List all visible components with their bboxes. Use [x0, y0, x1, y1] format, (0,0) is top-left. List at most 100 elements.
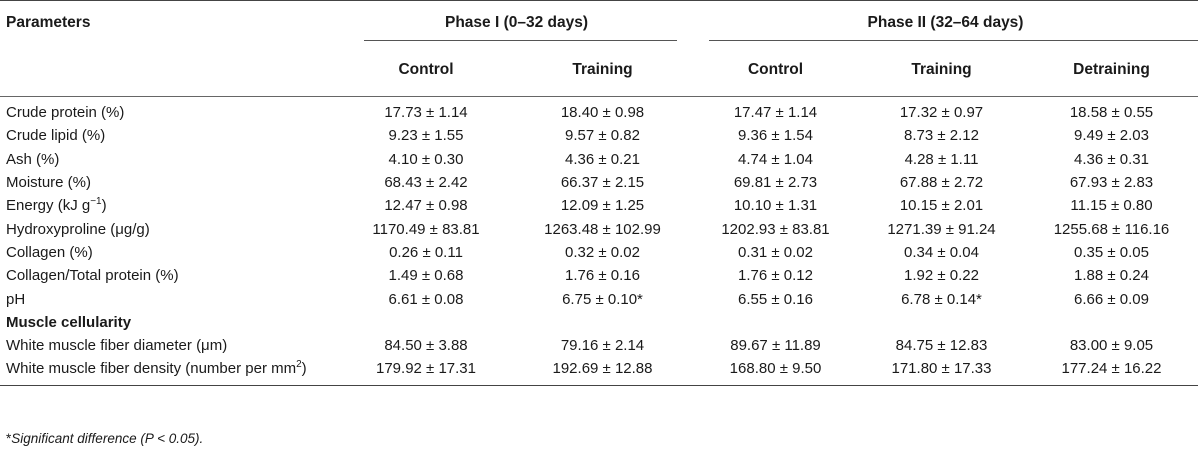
table-cell: 6.75 ± 0.10*	[562, 290, 643, 308]
table-cell: 9.23 ± 1.55	[388, 127, 464, 145]
table-cell: 6.55 ± 0.16	[738, 290, 813, 308]
table-cell: 89.67 ± 11.89	[730, 337, 821, 355]
row-label: White muscle fiber density (number per m…	[0, 357, 340, 386]
footnote-mark: *	[6, 431, 12, 446]
table-cell: 17.47 ± 1.14	[733, 104, 818, 122]
row-label: pH	[6, 290, 26, 308]
table-cell: 9.36 ± 1.54	[738, 127, 813, 145]
table-cell: 68.43 ± 2.42	[384, 174, 468, 192]
header-row-phases: Parameters Phase I (0–32 days) Phase II …	[0, 3, 1198, 43]
table-cell: 0.26 ± 0.11	[389, 243, 463, 261]
row-label: Hydroxyproline (μg/g)	[6, 220, 150, 238]
table-row: White muscle fiber diameter (μm) 84.50 ±…	[0, 334, 1198, 357]
table-cell: 1.92 ± 0.22	[904, 267, 979, 285]
table-row: Ash (%) 4.10 ± 0.30 4.36 ± 0.21 4.74 ± 1…	[0, 148, 1198, 171]
section-row: Muscle cellularity	[0, 311, 1198, 334]
phase2-header-text: Phase II (32–64 days)	[867, 14, 1024, 31]
table-cell: 6.61 ± 0.08	[388, 290, 464, 308]
table-cell: 0.34 ± 0.04	[904, 243, 979, 261]
table-row: Crude protein (%) 17.73 ± 1.14 18.40 ± 0…	[0, 97, 1198, 125]
col-header-p2-training: Training	[911, 60, 972, 78]
table-cell: 84.75 ± 12.83	[895, 337, 988, 355]
table-cell: 1.76 ± 0.12	[738, 267, 813, 285]
row-label: Crude protein (%)	[6, 104, 125, 122]
table-cell: 18.58 ± 0.55	[1069, 104, 1154, 122]
table-cell: 179.92 ± 17.31	[340, 357, 512, 386]
table-cell: 9.49 ± 2.03	[1074, 127, 1149, 145]
table-cell: 10.10 ± 1.31	[733, 197, 818, 215]
row-label-main: Energy (kJ g	[6, 197, 91, 215]
row-label: Collagen/Total protein (%)	[6, 267, 179, 285]
table-cell: 1255.68 ± 116.16	[1053, 220, 1170, 238]
table-body: Crude protein (%) 17.73 ± 1.14 18.40 ± 0…	[0, 97, 1198, 386]
table-cell: 9.57 ± 0.82	[565, 127, 640, 145]
table-cell: 17.32 ± 0.97	[899, 104, 984, 122]
table-cell: 4.28 ± 1.11	[904, 150, 979, 168]
table-row: Hydroxyproline (μg/g) 1170.49 ± 83.81 12…	[0, 217, 1198, 240]
table-row: pH 6.61 ± 0.08 6.75 ± 0.10* 6.55 ± 0.16 …	[0, 287, 1198, 310]
table-cell: 84.50 ± 3.88	[384, 337, 468, 355]
row-label: Moisture (%)	[6, 174, 92, 192]
results-table: Parameters Phase I (0–32 days) Phase II …	[0, 0, 1198, 386]
table-cell: 0.31 ± 0.02	[738, 243, 813, 261]
col-header-p1-training: Training	[572, 60, 633, 78]
table-cell: 192.69 ± 12.88	[512, 357, 693, 386]
table-cell: 0.32 ± 0.02	[565, 243, 640, 261]
col-header-p2-detraining: Detraining	[1073, 60, 1150, 78]
empty-header-cell	[0, 43, 340, 97]
phase1-header: Phase I (0–32 days)	[340, 3, 693, 43]
table-cell: 168.80 ± 9.50	[693, 357, 858, 386]
table-cell: 67.88 ± 2.72	[899, 174, 984, 192]
table-cell: 8.73 ± 2.12	[904, 127, 979, 145]
table-cell: 4.36 ± 0.21	[565, 150, 640, 168]
table-cell: 79.16 ± 2.14	[560, 337, 645, 355]
row-label-end: )	[101, 197, 107, 215]
table-footnote: *Significant difference (P < 0.05).	[6, 431, 203, 446]
phase1-header-text: Phase I (0–32 days)	[444, 14, 589, 31]
table-cell: 6.78 ± 0.14*	[901, 290, 982, 308]
table-cell: 83.00 ± 9.05	[1069, 337, 1154, 355]
table-cell: 4.74 ± 1.04	[738, 150, 813, 168]
table-row: White muscle fiber density (number per m…	[0, 357, 1198, 386]
parameters-header: Parameters	[6, 14, 91, 31]
table-cell: 12.47 ± 0.98	[384, 197, 468, 215]
table-cell: 11.15 ± 0.80	[1070, 197, 1153, 215]
phase2-span-rule	[709, 40, 1198, 41]
table-cell: 6.66 ± 0.09	[1074, 290, 1149, 308]
footnote-text: Significant difference (P < 0.05).	[11, 431, 204, 446]
table-cell: 17.73 ± 1.14	[384, 104, 468, 122]
table-cell: 1271.39 ± 91.24	[887, 220, 996, 238]
row-label-main: White muscle fiber density (number per m…	[6, 360, 297, 378]
table-cell: 1.49 ± 0.68	[388, 267, 464, 285]
table-cell: 171.80 ± 17.33	[858, 357, 1025, 386]
table-cell: 4.36 ± 0.31	[1074, 150, 1149, 168]
table-cell: 18.40 ± 0.98	[560, 104, 645, 122]
table-row: Collagen (%) 0.26 ± 0.11 0.32 ± 0.02 0.3…	[0, 241, 1198, 264]
section-heading: Muscle cellularity	[6, 313, 132, 331]
row-label-superscript: 2	[296, 359, 302, 371]
table-cell: 69.81 ± 2.73	[733, 174, 818, 192]
top-rule	[0, 0, 1198, 3]
row-label: Collagen (%)	[6, 243, 93, 261]
header-row-groups: Control Training Control Training Detrai…	[0, 43, 1198, 97]
table-cell: 177.24 ± 16.22	[1025, 357, 1198, 386]
phase2-header: Phase II (32–64 days)	[693, 3, 1198, 43]
table-cell: 12.09 ± 1.25	[560, 197, 645, 215]
table-cell: 1202.93 ± 83.81	[721, 220, 830, 238]
phase1-span-rule	[364, 40, 677, 41]
table-cell: 0.35 ± 0.05	[1074, 243, 1149, 261]
table-cell: 66.37 ± 2.15	[560, 174, 645, 192]
table-row: Collagen/Total protein (%) 1.49 ± 0.68 1…	[0, 264, 1198, 287]
table-cell: 1263.48 ± 102.99	[544, 220, 661, 238]
row-label-superscript: −1	[90, 196, 102, 208]
col-header-p2-control: Control	[747, 60, 804, 78]
table-row: Crude lipid (%) 9.23 ± 1.55 9.57 ± 0.82 …	[0, 124, 1198, 147]
row-label: White muscle fiber diameter (μm)	[6, 337, 228, 355]
col-header-p1-control: Control	[398, 60, 454, 78]
table-cell: 67.93 ± 2.83	[1069, 174, 1154, 192]
table-cell: 1.88 ± 0.24	[1074, 267, 1149, 285]
row-label: Ash (%)	[6, 150, 60, 168]
table-cell: 4.10 ± 0.30	[388, 150, 464, 168]
table-row: Moisture (%) 68.43 ± 2.42 66.37 ± 2.15 6…	[0, 171, 1198, 194]
table-row: Energy (kJ g−1) 12.47 ± 0.98 12.09 ± 1.2…	[0, 194, 1198, 217]
